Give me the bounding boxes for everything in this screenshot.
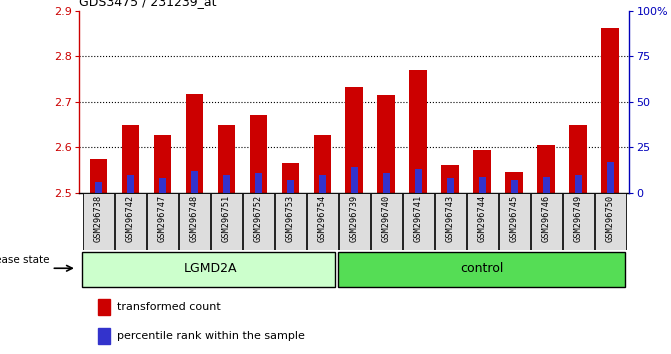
FancyBboxPatch shape [467,193,498,250]
Text: GSM296745: GSM296745 [510,195,519,242]
Bar [351,167,358,193]
Text: GSM296754: GSM296754 [318,195,327,242]
Bar [250,115,267,193]
Bar [95,182,102,193]
Bar [442,165,459,193]
Text: GSM296741: GSM296741 [414,195,423,242]
Bar [383,173,390,193]
Bar [575,175,582,193]
FancyBboxPatch shape [435,193,466,250]
Bar [89,159,107,193]
Bar [447,178,454,193]
FancyBboxPatch shape [179,193,210,250]
Bar [415,169,421,193]
FancyBboxPatch shape [307,193,338,250]
Text: GSM296742: GSM296742 [126,195,135,242]
FancyBboxPatch shape [83,193,113,250]
Bar [154,135,171,193]
Text: GSM296746: GSM296746 [541,195,551,242]
FancyBboxPatch shape [338,251,625,287]
Bar [223,175,229,193]
Bar [479,177,486,193]
Bar [537,145,555,193]
Bar [98,328,110,344]
Bar [191,171,198,193]
Text: percentile rank within the sample: percentile rank within the sample [117,331,305,341]
Bar [313,135,331,193]
Bar [127,175,134,193]
Text: transformed count: transformed count [117,302,221,313]
Bar [159,178,166,193]
FancyBboxPatch shape [83,251,335,287]
Text: GSM296752: GSM296752 [254,195,263,242]
Text: GSM296744: GSM296744 [478,195,486,242]
Text: control: control [460,262,504,275]
FancyBboxPatch shape [499,193,529,250]
Bar [378,95,395,193]
Text: GSM296750: GSM296750 [606,195,615,242]
Bar [217,125,235,193]
Bar [601,28,619,193]
Bar [121,125,139,193]
Bar [282,163,299,193]
Text: GSM296740: GSM296740 [382,195,391,242]
Bar [346,87,363,193]
FancyBboxPatch shape [211,193,242,250]
Text: LGMD2A: LGMD2A [184,262,237,275]
FancyBboxPatch shape [531,193,562,250]
Bar [98,299,110,315]
Text: GSM296739: GSM296739 [350,195,359,242]
Bar [319,175,325,193]
FancyBboxPatch shape [403,193,433,250]
Bar [543,177,550,193]
FancyBboxPatch shape [243,193,274,250]
FancyBboxPatch shape [115,193,146,250]
FancyBboxPatch shape [371,193,402,250]
FancyBboxPatch shape [563,193,594,250]
Text: GSM296748: GSM296748 [190,195,199,242]
Bar [255,173,262,193]
FancyBboxPatch shape [275,193,306,250]
Bar [570,125,587,193]
Text: GSM296753: GSM296753 [286,195,295,242]
FancyBboxPatch shape [339,193,370,250]
Text: GSM296738: GSM296738 [94,195,103,242]
Text: GSM296751: GSM296751 [222,195,231,242]
FancyBboxPatch shape [147,193,178,250]
Text: GSM296747: GSM296747 [158,195,167,242]
Text: GSM296743: GSM296743 [446,195,455,242]
Bar [409,70,427,193]
Bar [474,150,491,193]
Bar [186,93,203,193]
Bar [607,162,613,193]
Text: GSM296749: GSM296749 [574,195,582,242]
FancyBboxPatch shape [595,193,625,250]
Bar [505,172,523,193]
Text: GDS3475 / 231239_at: GDS3475 / 231239_at [79,0,217,8]
Bar [511,180,517,193]
Text: disease state: disease state [0,256,49,266]
Bar [287,180,294,193]
